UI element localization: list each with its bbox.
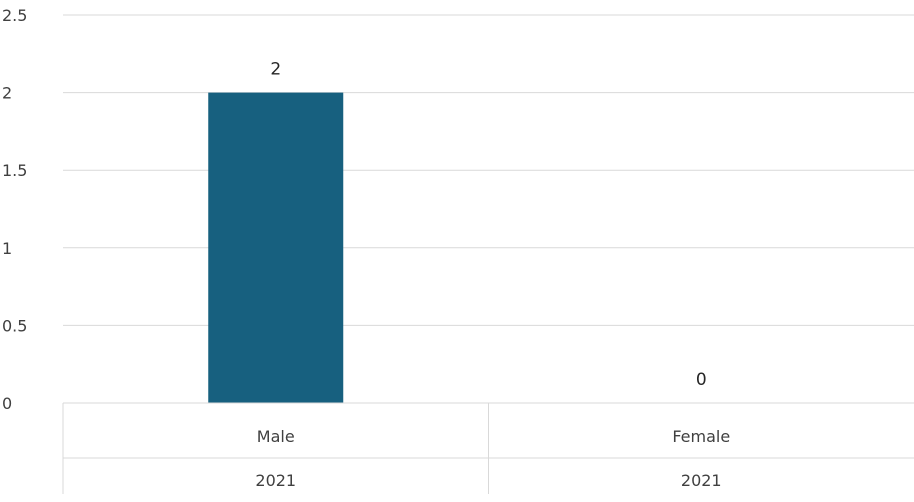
x-axis: Male 2021 Female 2021 [62, 402, 914, 494]
x-group-label: 2021 [255, 471, 296, 490]
bars [208, 92, 344, 403]
y-tick-label: 0.5 [2, 316, 27, 335]
y-axis-tick-labels: 0 0.5 1 1.5 2 2.5 [2, 6, 27, 413]
bar [208, 92, 344, 403]
x-group-label: 2021 [681, 471, 722, 490]
y-tick-label: 1 [2, 239, 12, 258]
y-tick-label: 2.5 [2, 6, 27, 25]
x-category-label: Male [257, 427, 295, 446]
data-label: 0 [696, 370, 707, 390]
gridlines [63, 14, 914, 326]
y-tick-label: 1.5 [2, 161, 27, 180]
x-category-label: Female [672, 427, 730, 446]
y-tick-label: 0 [2, 394, 12, 413]
data-labels: 20 [270, 60, 706, 390]
data-label: 2 [270, 60, 281, 80]
y-tick-label: 2 [2, 84, 12, 103]
